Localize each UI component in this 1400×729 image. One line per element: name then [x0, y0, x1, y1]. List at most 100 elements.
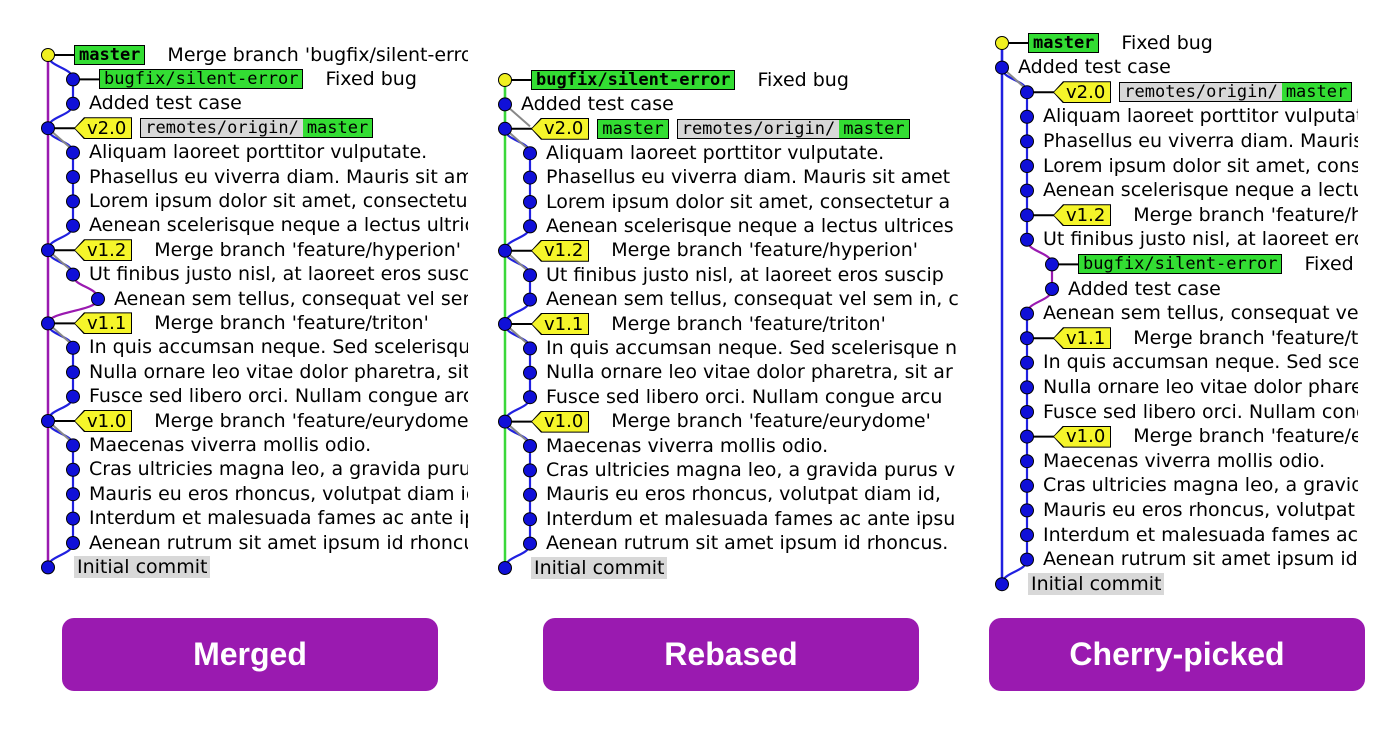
cherry-picked-button[interactable]: Cherry-picked — [989, 618, 1365, 691]
commit-dot[interactable] — [66, 170, 80, 184]
commit-dot[interactable] — [1020, 429, 1034, 444]
commit-row[interactable]: Ut finibus justo nisl, at laoreet eros s… — [546, 263, 944, 288]
commit-row[interactable]: Lorem ipsum dolor sit amet, consectetur … — [546, 190, 950, 215]
commit-row[interactable]: Phasellus eu viverra diam. Mauris sit am… — [1043, 129, 1358, 154]
commit-row[interactable]: Maecenas viverra mollis odio. — [1043, 449, 1325, 474]
commit-row[interactable]: Initial commit — [531, 556, 668, 581]
tag-label[interactable]: v1.1 — [1053, 327, 1112, 350]
commit-dot[interactable] — [1020, 232, 1034, 247]
commit-row[interactable]: Lorem ipsum dolor sit amet, consectetur … — [1043, 154, 1358, 179]
commit-dot[interactable] — [523, 439, 537, 453]
commit-row[interactable]: In quis accumsan neque. Sed scelerisque … — [1043, 350, 1358, 375]
commit-dot[interactable] — [41, 560, 55, 575]
commit-dot[interactable] — [66, 267, 80, 282]
commit-row[interactable]: Interdum et malesuada fames ac ante ipsu — [546, 507, 955, 532]
commit-row[interactable]: Aenean rutrum sit amet ipsum id rhoncus. — [546, 531, 948, 556]
commit-dot[interactable] — [523, 292, 537, 307]
commit-dot[interactable] — [523, 463, 537, 478]
commit-row[interactable]: v2.0 master remotes/origin/master — [531, 116, 918, 141]
commit-dot[interactable] — [1020, 454, 1034, 469]
commit-dot[interactable] — [1020, 306, 1034, 321]
commit-row[interactable]: Initial commit — [1028, 572, 1165, 597]
tag-label[interactable]: v1.0 — [531, 410, 590, 433]
commit-dot[interactable] — [1020, 355, 1034, 370]
commit-dot[interactable] — [995, 36, 1009, 50]
commit-dot[interactable] — [523, 146, 537, 161]
commit-dot[interactable] — [1045, 282, 1059, 296]
commit-dot[interactable] — [1020, 405, 1034, 419]
commit-row[interactable]: v2.0 remotes/origin/master — [1053, 80, 1358, 105]
commit-row[interactable]: Aenean sem tellus, consequat vel sem in,… — [114, 287, 468, 312]
commit-dot[interactable] — [1045, 257, 1059, 272]
commit-row[interactable]: In quis accumsan neque. Sed scelerisque … — [546, 336, 957, 361]
commit-row[interactable]: Cras ultricies magna leo, a gravida puru… — [89, 457, 468, 482]
commit-row[interactable]: v1.2 Merge branch 'feature/hyperion' — [74, 238, 461, 263]
head-branch-label[interactable]: master — [1028, 33, 1100, 53]
commit-row[interactable]: Aliquam laoreet porttitor vulputate. — [89, 140, 427, 165]
commit-dot[interactable] — [523, 487, 537, 502]
commit-dot[interactable] — [66, 72, 80, 87]
commit-row[interactable]: Phasellus eu viverra diam. Mauris sit am… — [89, 165, 468, 190]
commit-dot[interactable] — [523, 219, 537, 234]
commit-row[interactable]: bugfix/silent-error Fixed bug — [99, 67, 417, 92]
commit-row[interactable]: Added test case — [1068, 277, 1221, 302]
commit-dot[interactable] — [41, 316, 55, 331]
tag-label[interactable]: v1.1 — [531, 313, 590, 335]
commit-dot[interactable] — [498, 97, 512, 112]
merged-button[interactable]: Merged — [62, 618, 438, 691]
commit-dot[interactable] — [498, 243, 512, 258]
commit-row[interactable]: Aenean scelerisque neque a lectus ultric… — [546, 214, 954, 239]
commit-row[interactable]: Interdum et malesuada fames ac ante ipsu — [1043, 523, 1358, 548]
tag-label[interactable]: v2.0 — [1053, 81, 1112, 104]
commit-row[interactable]: Aenean sem tellus, consequat vel sem in,… — [1043, 301, 1358, 326]
branch-label[interactable]: bugfix/silent-error — [1078, 254, 1283, 275]
commit-row[interactable]: Cras ultricies magna leo, a gravida puru… — [1043, 473, 1358, 498]
commit-dot[interactable] — [66, 218, 80, 233]
commit-dot[interactable] — [66, 487, 80, 502]
commit-dot[interactable] — [1020, 478, 1034, 493]
commit-row[interactable]: Maecenas viverra mollis odio. — [546, 434, 828, 459]
commit-row[interactable]: Mauris eu eros rhoncus, volutpat diam id… — [89, 482, 468, 507]
commit-row[interactable]: v1.0 Merge branch 'feature/eurydome' — [1053, 424, 1358, 449]
commit-dot[interactable] — [66, 194, 80, 209]
commit-dot[interactable] — [1020, 85, 1034, 100]
tag-label[interactable]: v1.0 — [1053, 425, 1112, 448]
commit-row[interactable]: v1.1 Merge branch 'feature/triton' — [531, 312, 886, 337]
commit-row[interactable]: v1.0 Merge branch 'feature/eurydome' — [74, 409, 468, 434]
commit-dot[interactable] — [1020, 503, 1034, 518]
branch-label[interactable]: master — [597, 118, 669, 139]
commit-dot[interactable] — [523, 390, 537, 405]
commit-row[interactable]: Aenean sem tellus, consequat vel sem in,… — [546, 287, 959, 312]
tag-label[interactable]: v1.2 — [1053, 204, 1112, 227]
commit-dot[interactable] — [498, 561, 512, 575]
commit-row[interactable]: v1.1 Merge branch 'feature/triton' — [74, 311, 429, 336]
commit-row[interactable]: Aenean scelerisque neque a lectus ultric… — [1043, 178, 1358, 203]
commit-row[interactable]: Mauris eu eros rhoncus, volutpat diam id… — [546, 482, 941, 507]
commit-dot[interactable] — [523, 536, 537, 551]
tag-label[interactable]: v1.1 — [74, 312, 133, 335]
commit-dot[interactable] — [1020, 331, 1034, 346]
commit-dot[interactable] — [66, 536, 80, 550]
commit-dot[interactable] — [66, 511, 80, 526]
commit-row[interactable]: v1.0 Merge branch 'feature/eurydome' — [531, 409, 931, 434]
tag-label[interactable]: v1.2 — [531, 239, 590, 262]
commit-row[interactable]: Maecenas viverra mollis odio. — [89, 433, 371, 458]
tag-label[interactable]: v2.0 — [74, 117, 133, 140]
commit-dot[interactable] — [523, 341, 537, 356]
commit-dot[interactable] — [66, 96, 80, 111]
commit-row[interactable]: Ut finibus justo nisl, at laoreet eros s… — [1043, 227, 1358, 252]
head-branch-label[interactable]: bugfix/silent-error — [531, 70, 736, 90]
tag-label[interactable]: v1.2 — [74, 239, 133, 262]
commit-dot[interactable] — [523, 512, 537, 527]
commit-dot[interactable] — [523, 170, 537, 185]
commit-row[interactable]: Mauris eu eros rhoncus, volutpat diam id… — [1043, 498, 1358, 523]
commit-row[interactable]: Cras ultricies magna leo, a gravida puru… — [546, 458, 955, 483]
commit-dot[interactable] — [1020, 159, 1034, 173]
commit-dot[interactable] — [995, 577, 1009, 592]
commit-row[interactable]: In quis accumsan neque. Sed scelerisque … — [89, 335, 468, 360]
commit-dot[interactable] — [498, 317, 512, 331]
commit-row[interactable]: Added test case — [521, 92, 674, 117]
commit-row[interactable]: Interdum et malesuada fames ac ante ipsu — [89, 506, 468, 531]
commit-dot[interactable] — [91, 292, 105, 306]
commit-row[interactable]: Aenean scelerisque neque a lectus ultric… — [89, 213, 468, 238]
